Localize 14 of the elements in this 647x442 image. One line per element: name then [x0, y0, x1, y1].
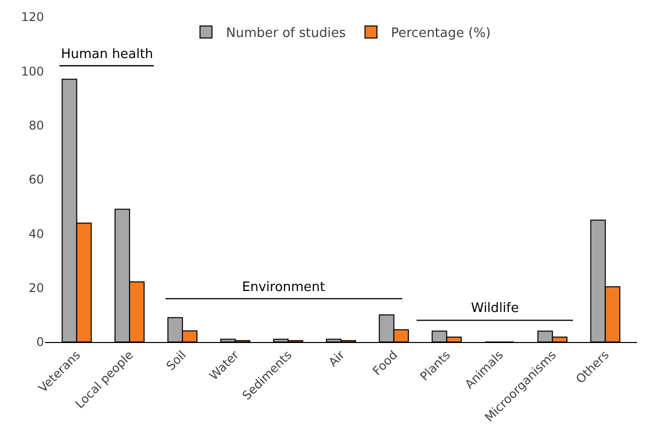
x-tick-label: Soil: [164, 348, 189, 374]
y-tick-label: 0: [36, 335, 44, 350]
y-tick-label: 100: [21, 64, 44, 78]
y-tick-label: 60: [28, 172, 44, 187]
legend-label: Number of studies: [226, 26, 346, 42]
y-tick-label: 40: [28, 226, 44, 241]
annotation: Human health: [61, 47, 154, 62]
y-tick-label: 20: [28, 281, 44, 296]
annotation: Environment: [242, 280, 326, 295]
legend-label: Percentage (%): [390, 26, 491, 42]
x-tick-label: Air: [326, 348, 348, 370]
y-tick-label: 80: [28, 118, 44, 133]
annotation: Wildlife: [471, 301, 519, 316]
y-tick-label: 120: [21, 10, 44, 24]
